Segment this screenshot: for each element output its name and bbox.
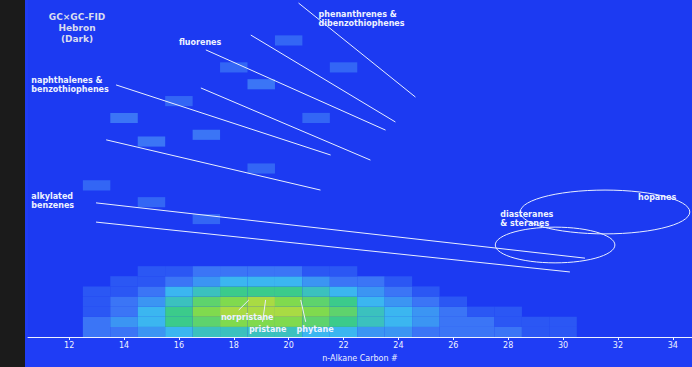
svg-text:32: 32 <box>613 341 623 350</box>
svg-text:28: 28 <box>503 341 513 350</box>
svg-text:benzothiophenes: benzothiophenes <box>31 85 109 94</box>
svg-text:fluorenes: fluorenes <box>179 38 222 47</box>
svg-text:benzenes: benzenes <box>31 201 74 210</box>
svg-text:norpristane: norpristane <box>221 313 274 322</box>
svg-text:(Dark): (Dark) <box>61 34 93 44</box>
svg-text:dibenzothiophenes: dibenzothiophenes <box>319 19 405 28</box>
svg-text:phenanthrenes &: phenanthrenes & <box>319 10 397 19</box>
svg-text:14: 14 <box>119 341 129 350</box>
svg-text:22: 22 <box>338 341 348 350</box>
svg-text:phytane: phytane <box>297 325 335 334</box>
svg-text:18: 18 <box>229 341 239 350</box>
svg-text:16: 16 <box>174 341 184 350</box>
svg-text:12: 12 <box>64 341 74 350</box>
svg-text:diasteranes: diasteranes <box>500 210 553 219</box>
svg-text:30: 30 <box>558 341 568 350</box>
svg-text:pristane: pristane <box>249 325 287 334</box>
svg-text:26: 26 <box>448 341 458 350</box>
svg-text:alkylated: alkylated <box>31 192 73 201</box>
svg-text:n-Alkane Carbon #: n-Alkane Carbon # <box>322 354 398 363</box>
svg-text:24: 24 <box>393 341 403 350</box>
svg-text:34: 34 <box>668 341 678 350</box>
svg-text:naphthalenes &: naphthalenes & <box>31 76 102 85</box>
svg-text:GC×GC-FID: GC×GC-FID <box>49 12 105 22</box>
svg-text:hopanes: hopanes <box>638 193 676 202</box>
svg-text:Hebron: Hebron <box>58 23 95 33</box>
svg-text:20: 20 <box>284 341 294 350</box>
svg-text:& steranes: & steranes <box>500 219 549 228</box>
